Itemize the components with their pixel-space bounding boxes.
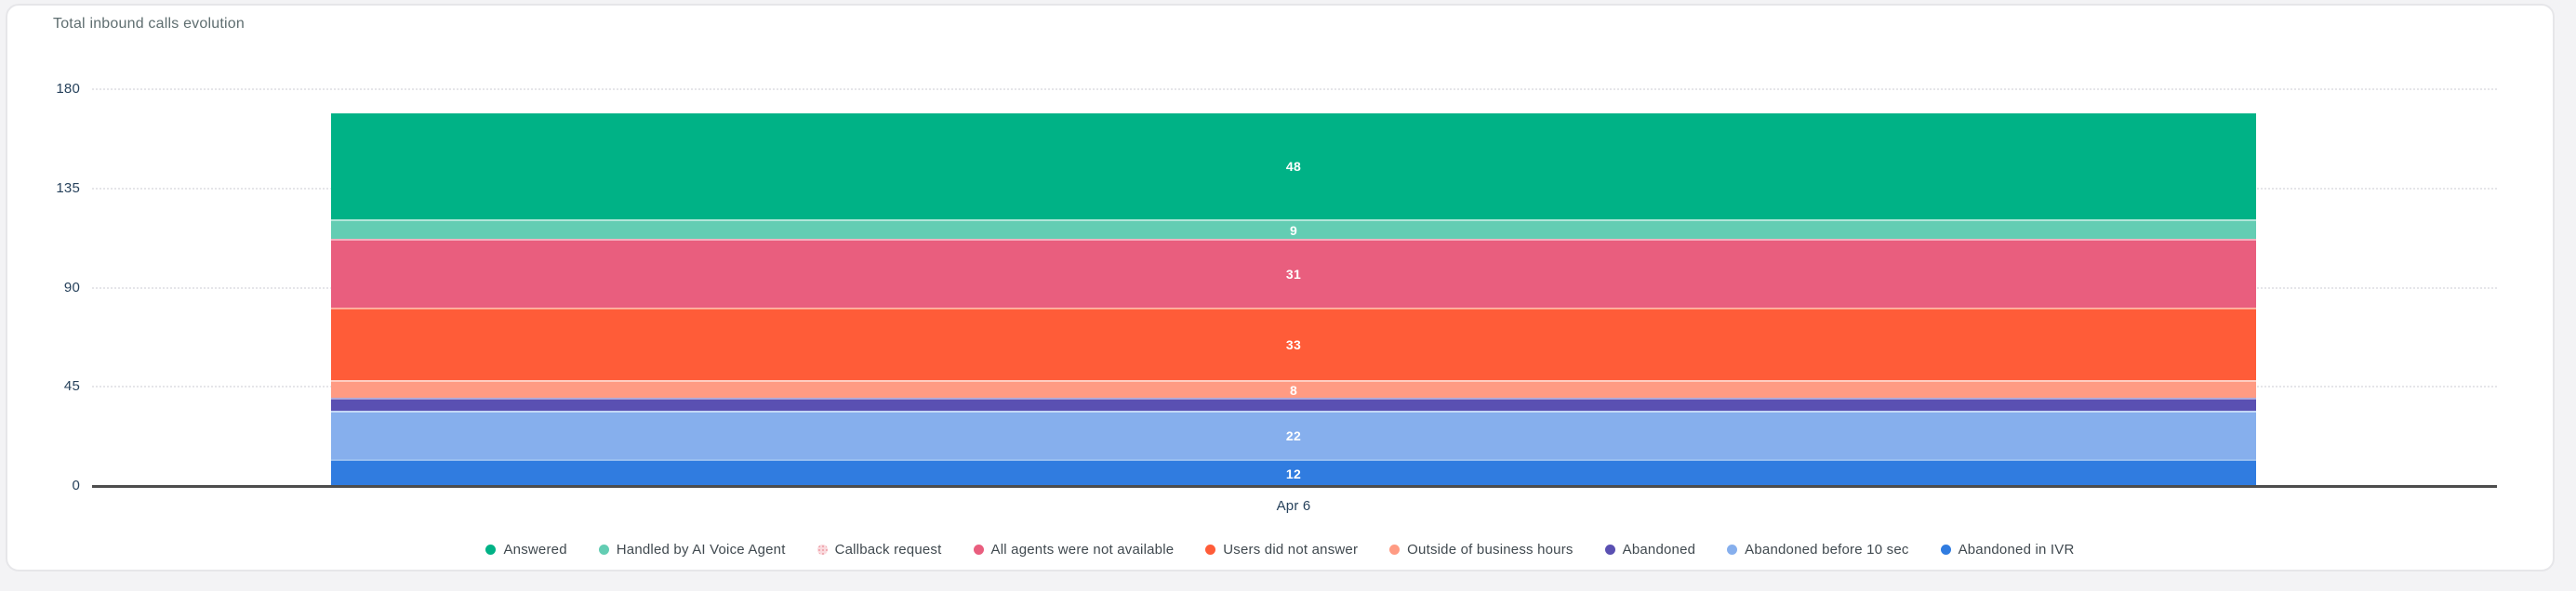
y-axis-tick-90: 90 [63,279,80,296]
bar-segment-value: 31 [1285,267,1302,282]
all-agents-were-not-available-swatch-icon [973,545,984,555]
bar-segment-all-agents-were-not-available[interactable]: 31 [331,239,2256,308]
legend-item-abandoned[interactable]: Abandoned [1604,542,1696,558]
bar-segment-value: 12 [1285,466,1302,481]
bar-segment-answered[interactable]: 48 [331,113,2256,219]
legend-item-users-did-not-answer[interactable]: Users did not answer [1205,543,1358,557]
bar-segment-value: 22 [1285,428,1302,444]
legend-label: All agents were not available [990,542,1175,558]
answered-swatch-icon [485,545,497,555]
outside-of-business-hours-swatch-icon [1389,545,1401,555]
legend-item-answered[interactable]: Answered [485,542,567,558]
gridline-180 [92,88,2497,90]
abandoned-before-10-sec-swatch-icon [1727,545,1738,555]
y-axis-tick-180: 180 [56,81,80,97]
x-axis-line [92,485,2497,488]
legend-label: Abandoned [1622,542,1696,558]
users-did-not-answer-swatch-icon [1205,545,1216,555]
legend-label: Answered [503,542,567,558]
stacked-bar-apr-6[interactable]: 48 9 31 33 8 22 12 [331,113,2256,486]
inbound-calls-stacked-bar-chart: 0 45 90 135 180 48 9 31 33 8 22 12 Apr 6 [7,6,2553,570]
legend-item-abandoned-in-ivr[interactable]: Abandoned in IVR [1940,542,2075,558]
bar-segment-users-did-not-answer[interactable]: 33 [331,307,2256,381]
bar-segment-abandoned[interactable] [331,398,2256,412]
bar-segment-abandoned-before-10-sec[interactable]: 22 [331,411,2256,460]
legend-label: Users did not answer [1223,542,1359,558]
y-axis-tick-135: 135 [56,179,80,196]
x-axis-label-apr-6: Apr 6 [1276,498,1311,514]
legend-item-outside-of-business-hours[interactable]: Outside of business hours [1389,543,1573,557]
chart-title: Total inbound calls evolution [53,16,245,32]
y-axis-tick-0: 0 [72,478,80,493]
y-axis-tick-45: 45 [63,378,80,395]
bar-segment-value: 48 [1285,159,1302,175]
bar-segment-value: 33 [1285,336,1302,352]
bar-segment-handled-by-ai-voice-agent[interactable]: 9 [331,218,2256,240]
legend-item-callback-request[interactable]: Callback request [817,543,942,557]
abandoned-in-ivr-swatch-icon [1940,545,1951,555]
abandoned-swatch-icon [1604,545,1615,555]
chart-legend: Answered Handled by AI Voice Agent Callbac… [7,543,2553,557]
legend-label: Handled by AI Voice Agent [616,542,786,558]
legend-label: Abandoned before 10 sec [1745,542,1909,558]
legend-item-abandoned-before-10-sec[interactable]: Abandoned before 10 sec [1727,543,1908,557]
legend-item-handled-by-ai-voice-agent[interactable]: Handled by AI Voice Agent [598,542,786,558]
bar-segment-abandoned-in-ivr[interactable]: 12 [331,459,2256,486]
total-inbound-calls-card: Total inbound calls evolution 0 45 90 135 18… [6,4,2555,571]
callback-request-swatch-icon [817,545,828,555]
legend-item-all-agents-were-not-available[interactable]: All agents were not available [973,542,1175,558]
handled-by-ai-voice-agent-swatch-icon [598,545,609,555]
bar-segment-value: 9 [1289,222,1298,238]
legend-label: Outside of business hours [1407,542,1573,558]
bar-segment-value: 8 [1289,382,1298,398]
bar-segment-outside-of-business-hours[interactable]: 8 [331,380,2256,399]
legend-label: Callback request [834,542,942,558]
legend-label: Abandoned in IVR [1958,542,2075,558]
